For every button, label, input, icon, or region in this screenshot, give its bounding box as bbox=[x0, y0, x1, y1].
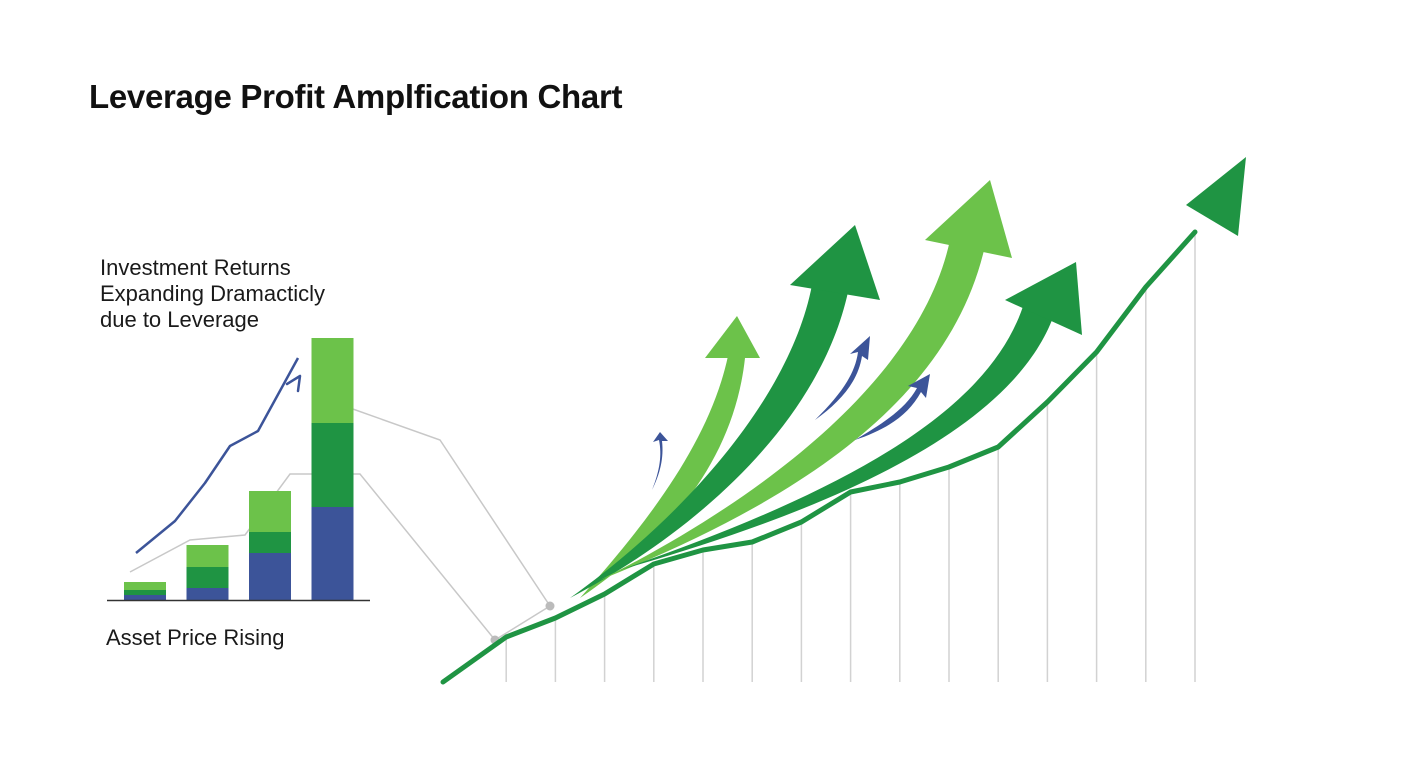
main-line bbox=[440, 229, 1198, 685]
stacked-bar-chart bbox=[124, 338, 354, 600]
growth-arrow-head bbox=[705, 316, 760, 358]
connector-lines bbox=[129, 407, 555, 645]
growth-arrow-head bbox=[1005, 262, 1082, 335]
growth-arrow bbox=[600, 240, 985, 580]
bar-segment bbox=[249, 491, 291, 532]
bar-segment bbox=[249, 553, 291, 600]
bar-segment bbox=[249, 532, 291, 553]
bar-segment bbox=[124, 582, 166, 590]
bar-segment bbox=[311, 338, 354, 423]
vertical-gridlines bbox=[505, 232, 1196, 682]
bar-segment bbox=[186, 567, 229, 588]
growth-arrow bbox=[570, 285, 848, 598]
trend-arrowhead bbox=[285, 374, 302, 393]
small-blue-arrow bbox=[815, 336, 870, 420]
bar-segment bbox=[186, 545, 229, 567]
small-blue-arrow bbox=[855, 374, 930, 440]
annotation-line-3: due to Leverage bbox=[100, 307, 260, 332]
growth-arrow-head bbox=[925, 180, 1012, 258]
growth-arrow-head bbox=[790, 225, 880, 300]
bar-segment bbox=[311, 507, 354, 600]
small-blue-arrow bbox=[652, 432, 668, 490]
annotation-line-2: Expanding Dramacticly bbox=[100, 281, 325, 306]
annotation-text: Investment Returns Expanding Dramacticly… bbox=[100, 255, 400, 333]
connector-line bbox=[349, 407, 551, 607]
growth-arrow bbox=[580, 356, 745, 598]
main-line-arrowhead bbox=[1186, 157, 1246, 236]
bar-segment bbox=[124, 590, 166, 595]
caption-asset-price: Asset Price Rising bbox=[106, 625, 285, 650]
main-line-series bbox=[440, 157, 1246, 685]
bar-trend-line bbox=[135, 357, 302, 554]
connector-dot bbox=[545, 601, 555, 611]
bar-segment bbox=[186, 588, 229, 600]
page-title: Leverage Profit Amplfication Chart bbox=[89, 78, 623, 115]
bar-segment bbox=[124, 595, 166, 600]
trend-line bbox=[135, 357, 300, 554]
growth-arrows bbox=[570, 180, 1082, 598]
bar-segment bbox=[311, 423, 354, 507]
annotation-line-1: Investment Returns bbox=[100, 255, 291, 280]
